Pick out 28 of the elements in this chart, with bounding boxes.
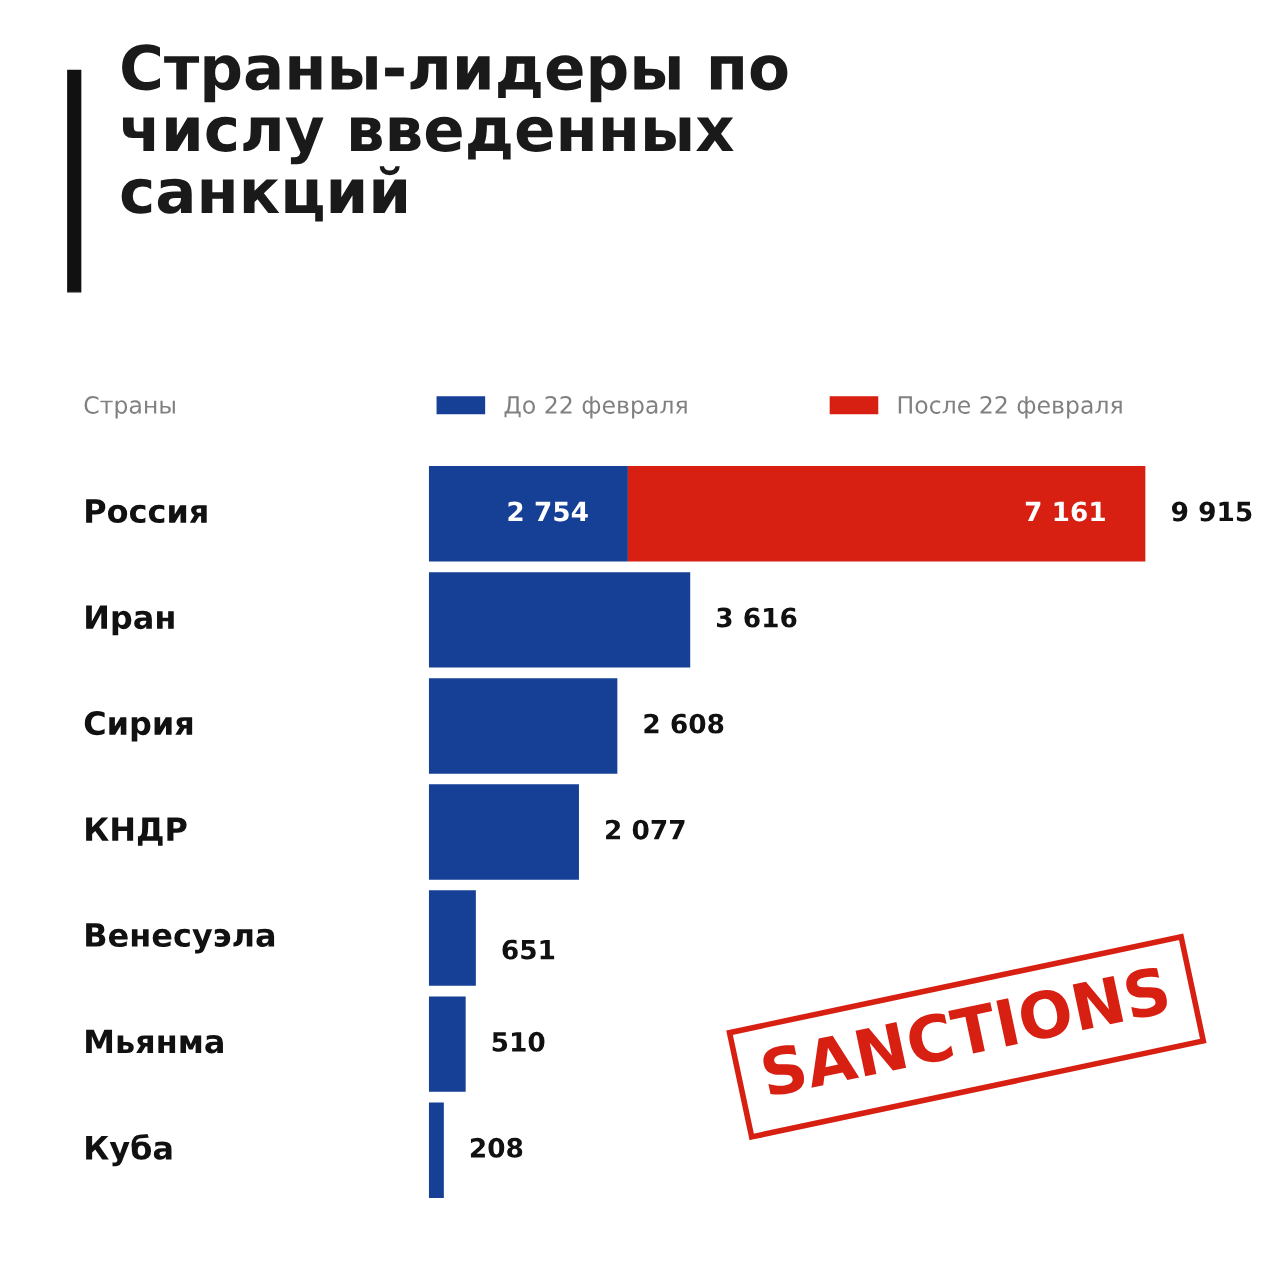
data-label: 208 xyxy=(470,1137,523,1158)
data-label: 651 xyxy=(502,939,555,960)
data-label: 2 608 xyxy=(644,713,724,734)
y-tick-label: КНДР xyxy=(86,817,187,846)
total-label: 9 915 xyxy=(1171,501,1252,522)
chart-title: Страны-лидеры по числу введенных санкций xyxy=(121,44,788,222)
bar xyxy=(428,466,628,562)
y-tick-label: Венесуэла xyxy=(86,923,275,954)
legend-label: До 22 февраля xyxy=(504,396,687,419)
y-axis-title: Страны xyxy=(84,396,175,419)
data-label: 510 xyxy=(492,1031,545,1052)
y-tick-label: Иран xyxy=(86,605,174,636)
data-label: 2 754 xyxy=(508,501,588,522)
bar xyxy=(428,890,476,986)
bar xyxy=(428,1102,444,1198)
y-tick-label: Куба xyxy=(86,1134,172,1167)
bar xyxy=(627,466,1146,562)
y-tick-label: Россия xyxy=(86,499,207,524)
bar xyxy=(428,784,579,880)
data-label: 3 616 xyxy=(716,607,797,628)
legend-label: После 22 февраля xyxy=(898,396,1122,419)
bar xyxy=(428,678,618,774)
bar xyxy=(428,996,466,1092)
data-label: 2 077 xyxy=(606,819,685,840)
y-tick-label: Мьянма xyxy=(86,1029,223,1054)
y-tick-label: Сирия xyxy=(84,711,193,742)
data-label: 7 161 xyxy=(1025,501,1105,522)
bar xyxy=(428,572,691,668)
